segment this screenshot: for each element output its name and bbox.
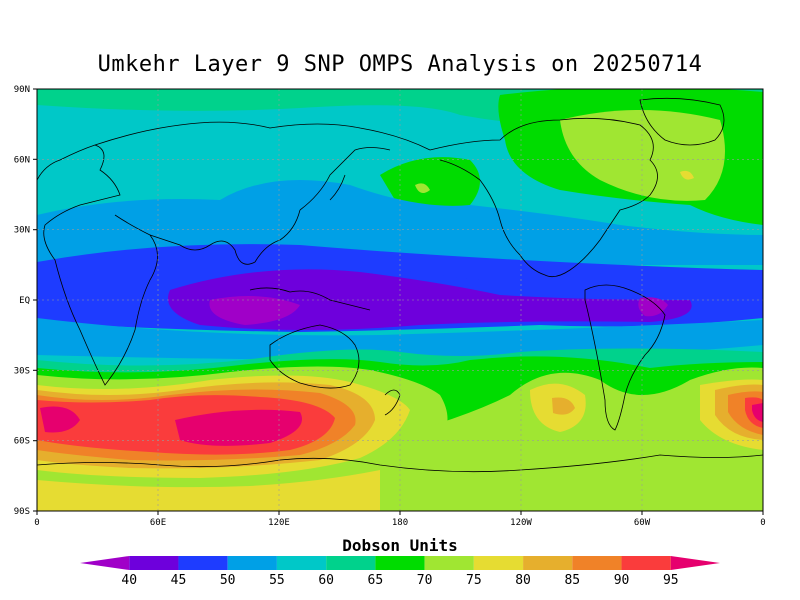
lat-tick-label: 30S	[14, 366, 30, 376]
lat-axis: 90N 60N 30N EQ 30S 60S 90S	[14, 85, 37, 517]
lon-tick-label: 60W	[634, 518, 651, 528]
colorbar-label: 55	[269, 573, 285, 588]
colorbar-label: 45	[171, 573, 187, 588]
colorbar-swatch	[276, 556, 327, 570]
coastlines	[37, 97, 763, 473]
units-label: Dobson Units	[342, 536, 458, 555]
lon-tick-label: 180	[392, 518, 408, 528]
lon-axis: 0 60E 120E 180 120W 60W 0	[34, 511, 766, 528]
colorbar-label: 95	[663, 573, 679, 588]
grid-lines	[37, 89, 763, 511]
colorbar-label: 75	[466, 573, 482, 588]
colorbar-swatch	[523, 556, 573, 570]
colorbar-swatch	[473, 556, 524, 570]
colorbar-label: 60	[318, 573, 334, 588]
lat-tick-label: 90S	[14, 507, 30, 517]
lon-tick-label: 60E	[150, 518, 166, 528]
colorbar-swatch	[424, 556, 474, 570]
colorbar-swatch	[178, 556, 228, 570]
colorbar-swatch	[129, 556, 179, 570]
colorbar: 40 45 50 55 60 65 70 75 80 85 90 95	[80, 556, 720, 588]
lat-tick-label: 90N	[14, 85, 30, 95]
lat-tick-label: EQ	[19, 296, 30, 306]
lat-tick-label: 60N	[14, 155, 30, 165]
colorbar-swatch	[621, 556, 671, 570]
map-title: Umkehr Layer 9 SNP OMPS Analysis on 2025…	[97, 52, 703, 77]
lon-tick-label: 120E	[268, 518, 290, 528]
colorbar-low-arrow	[80, 556, 130, 570]
colorbar-swatch	[227, 556, 277, 570]
colorbar-swatch	[326, 556, 376, 570]
colorbar-label: 70	[417, 573, 433, 588]
lat-tick-label: 60S	[14, 437, 30, 447]
colorbar-label: 65	[368, 573, 384, 588]
lon-tick-label: 0	[760, 518, 765, 528]
colorbar-swatch	[572, 556, 622, 570]
colorbar-high-arrow	[670, 556, 720, 570]
lon-tick-label: 120W	[510, 518, 532, 528]
lat-tick-label: 30N	[14, 226, 30, 236]
lon-tick-label: 0	[34, 518, 39, 528]
colorbar-label: 50	[220, 573, 236, 588]
colorbar-label: 85	[564, 573, 580, 588]
colorbar-swatch	[375, 556, 425, 570]
colorbar-label: 80	[515, 573, 531, 588]
colorbar-label: 40	[121, 573, 137, 588]
colorbar-label: 90	[614, 573, 630, 588]
